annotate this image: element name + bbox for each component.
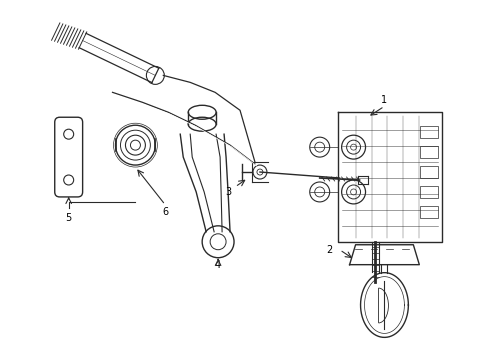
Text: 2: 2 [326, 245, 333, 255]
Text: 3: 3 [225, 187, 231, 197]
Bar [420, 206, 438, 218]
Text: 1: 1 [381, 95, 388, 105]
Text: 5: 5 [66, 213, 72, 223]
Bar [420, 126, 438, 138]
Polygon shape [349, 245, 419, 265]
Text: 4: 4 [215, 260, 221, 270]
Text: 6: 6 [162, 207, 169, 217]
Bar [420, 186, 438, 198]
Bar [420, 166, 438, 178]
Bar [420, 146, 438, 158]
